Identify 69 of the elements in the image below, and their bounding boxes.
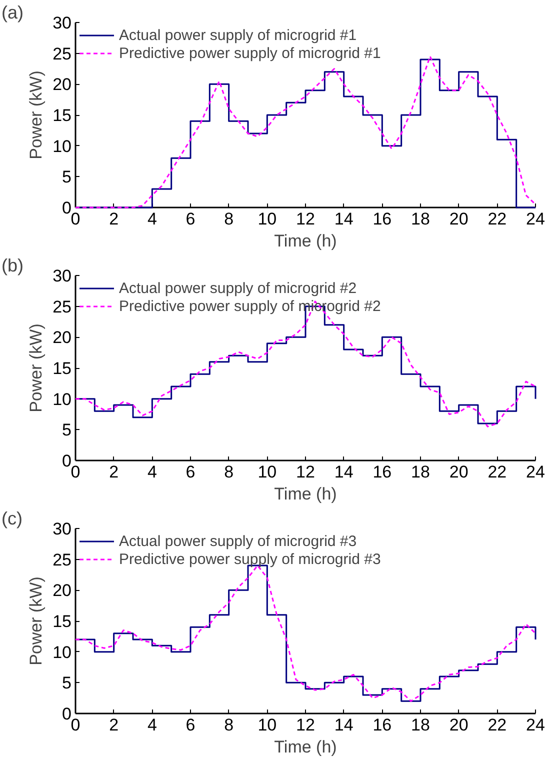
x-tick-label: 20 <box>449 716 468 734</box>
y-tick-label: 5 <box>62 420 72 440</box>
x-tick-label: 8 <box>224 716 234 734</box>
x-tick-label: 24 <box>526 210 545 228</box>
y-axis-title: Power (kW) <box>26 324 46 412</box>
x-tick-label: 20 <box>449 210 468 228</box>
y-tick-label: 30 <box>52 266 72 286</box>
y-tick-label: 20 <box>52 581 72 600</box>
x-tick-label: 14 <box>334 462 354 482</box>
x-axis-title: Time (h) <box>274 232 337 250</box>
y-tick-label: 20 <box>52 328 72 348</box>
x-tick-label: 12 <box>296 462 315 482</box>
chart-title: (b) <box>2 256 24 276</box>
x-tick-label: 22 <box>488 210 507 228</box>
y-tick-label: 25 <box>52 44 72 64</box>
y-tick-label: 10 <box>52 136 72 156</box>
x-tick-label: 18 <box>411 210 430 228</box>
y-tick-label: 20 <box>52 75 72 94</box>
x-axis-title: Time (h) <box>274 738 337 756</box>
x-tick-label: 14 <box>334 716 354 734</box>
x-tick-label: 4 <box>147 716 157 734</box>
y-tick-label: 5 <box>62 674 72 693</box>
x-tick-label: 14 <box>334 210 354 228</box>
x-tick-label: 18 <box>411 716 430 734</box>
legend-label: Predictive power supply of microgrid #1 <box>119 44 381 62</box>
y-tick-label: 10 <box>52 390 72 409</box>
x-tick-label: 8 <box>224 210 234 228</box>
x-tick-label: 22 <box>488 462 507 482</box>
y-tick-label: 5 <box>62 168 72 187</box>
x-tick-label: 12 <box>296 716 315 734</box>
legend-label: Predictive power supply of microgrid #3 <box>119 550 381 568</box>
y-tick-label: 25 <box>52 297 72 316</box>
x-tick-label: 22 <box>488 716 507 734</box>
y-axis-title: Power (kW) <box>26 70 46 160</box>
y-tick-label: 30 <box>52 520 72 538</box>
x-tick-label: 2 <box>109 210 119 228</box>
x-tick-label: 24 <box>526 716 545 734</box>
x-tick-label: 16 <box>372 716 392 734</box>
y-tick-label: 15 <box>52 359 72 378</box>
x-tick-label: 10 <box>258 462 277 482</box>
x-tick-label: 20 <box>449 462 468 482</box>
x-tick-label: 18 <box>411 462 430 482</box>
x-tick-label: 24 <box>526 462 545 482</box>
legend-label: Actual power supply of microgrid #3 <box>119 532 357 550</box>
legend-label: Actual power supply of microgrid #1 <box>119 26 357 44</box>
x-tick-label: 10 <box>258 716 277 734</box>
chart-title: (c) <box>2 508 22 528</box>
y-tick-label: 10 <box>52 642 72 662</box>
x-tick-label: 4 <box>147 462 157 482</box>
x-tick-label: 12 <box>296 210 315 228</box>
x-tick-label: 16 <box>372 462 392 482</box>
y-tick-label: 25 <box>52 550 72 570</box>
x-tick-label: 10 <box>258 210 277 228</box>
legend-label: Predictive power supply of microgrid #2 <box>119 297 381 315</box>
chart-title: (a) <box>2 2 24 22</box>
x-tick-label: 16 <box>372 210 392 228</box>
x-tick-label: 2 <box>109 716 119 734</box>
x-tick-label: 2 <box>109 462 119 482</box>
y-axis-title: Power (kW) <box>26 576 46 666</box>
x-tick-label: 6 <box>186 210 196 228</box>
x-tick-label: 6 <box>186 716 196 734</box>
y-tick-label: 30 <box>52 14 72 32</box>
x-axis-title: Time (h) <box>274 484 337 504</box>
y-tick-label: 15 <box>52 106 72 125</box>
x-tick-label: 6 <box>186 462 196 482</box>
x-tick-label: 8 <box>224 462 234 482</box>
y-tick-label: 15 <box>52 612 72 631</box>
x-tick-label: 4 <box>147 210 157 228</box>
legend-label: Actual power supply of microgrid #2 <box>119 279 357 297</box>
